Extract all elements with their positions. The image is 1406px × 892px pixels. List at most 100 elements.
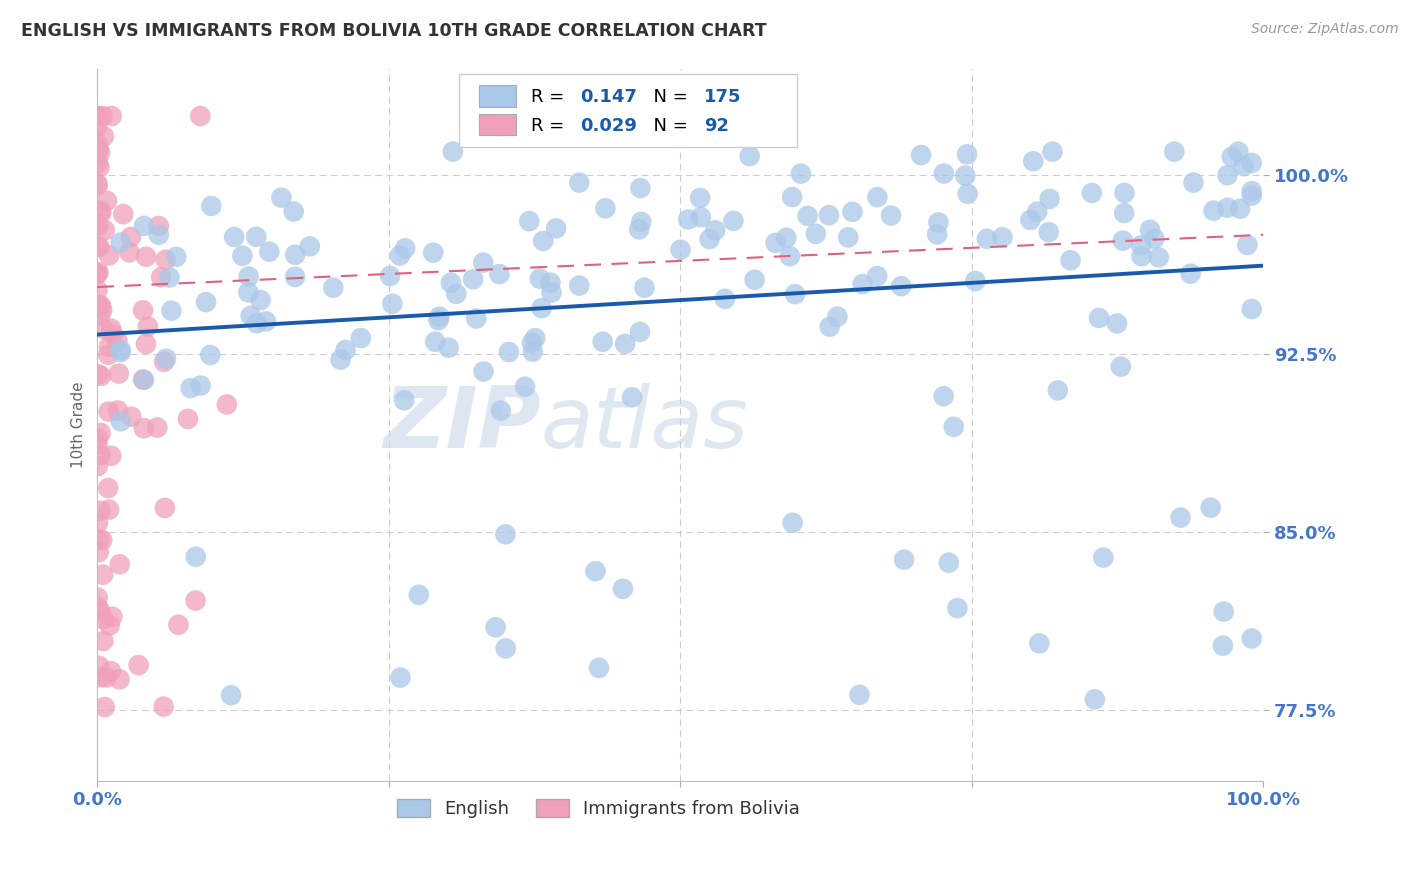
Point <box>1240 184 1263 198</box>
Point <box>91 302 114 317</box>
Point <box>112 207 135 221</box>
Point <box>87 156 110 170</box>
Point <box>389 671 412 685</box>
Point <box>93 700 115 714</box>
Point <box>956 147 979 161</box>
Point <box>105 334 128 348</box>
Point <box>132 303 155 318</box>
Point <box>249 293 271 307</box>
Point <box>775 231 797 245</box>
Point <box>1163 145 1185 159</box>
Point <box>866 190 889 204</box>
Point <box>1147 251 1170 265</box>
Point <box>1216 201 1239 215</box>
Point <box>388 248 411 262</box>
Point <box>87 432 110 446</box>
Point <box>87 298 110 312</box>
Point <box>86 178 108 193</box>
Point <box>190 378 212 392</box>
Point <box>86 109 108 123</box>
Point <box>132 219 155 233</box>
Point <box>1143 231 1166 245</box>
Point <box>723 213 745 227</box>
Point <box>1240 301 1263 316</box>
Point <box>621 390 644 404</box>
Point <box>529 271 551 285</box>
Point <box>160 303 183 318</box>
Point <box>135 250 157 264</box>
Point <box>89 448 111 462</box>
Text: Source: ZipAtlas.com: Source: ZipAtlas.com <box>1251 22 1399 37</box>
Point <box>956 186 979 201</box>
Point <box>91 109 114 123</box>
Point <box>1229 202 1251 216</box>
Point <box>90 670 112 684</box>
Point <box>946 601 969 615</box>
Point <box>1236 238 1258 252</box>
Point <box>938 556 960 570</box>
Point <box>87 265 110 279</box>
Point <box>1220 150 1243 164</box>
Point <box>148 219 170 233</box>
Point <box>246 316 269 330</box>
Point <box>86 109 108 123</box>
Point <box>120 230 142 244</box>
Point <box>96 194 118 208</box>
Point <box>1042 145 1064 159</box>
Point <box>489 403 512 417</box>
Point <box>890 279 912 293</box>
Point <box>633 280 655 294</box>
Point <box>381 297 404 311</box>
Point <box>270 191 292 205</box>
Point <box>100 664 122 678</box>
Point <box>520 335 543 350</box>
Point <box>827 310 849 324</box>
Point <box>965 274 987 288</box>
Point <box>180 381 202 395</box>
Point <box>284 269 307 284</box>
Point <box>1212 639 1234 653</box>
Point <box>744 273 766 287</box>
Point <box>1039 192 1062 206</box>
FancyBboxPatch shape <box>478 114 516 136</box>
Point <box>441 145 464 159</box>
Point <box>841 204 863 219</box>
Point <box>568 176 591 190</box>
Point <box>1059 253 1081 268</box>
Point <box>118 245 141 260</box>
Point <box>200 199 222 213</box>
Point <box>893 552 915 566</box>
Point <box>422 245 444 260</box>
Point <box>1022 154 1045 169</box>
Point <box>87 240 110 254</box>
Point <box>488 267 510 281</box>
Point <box>568 278 591 293</box>
Text: 0.029: 0.029 <box>581 117 637 136</box>
Point <box>86 438 108 452</box>
Point <box>1240 632 1263 646</box>
Point <box>1105 317 1128 331</box>
Point <box>910 148 932 162</box>
Point <box>110 414 132 428</box>
Point <box>215 397 238 411</box>
Point <box>86 591 108 605</box>
Point <box>86 267 108 281</box>
Point <box>1114 186 1136 200</box>
Point <box>110 343 132 357</box>
Point <box>97 340 120 354</box>
Point <box>1216 168 1239 182</box>
Point <box>866 268 889 283</box>
Point <box>322 281 344 295</box>
Point <box>136 319 159 334</box>
Point <box>86 217 108 231</box>
Point <box>91 634 114 648</box>
Point <box>107 367 129 381</box>
Point <box>1026 204 1049 219</box>
Point <box>1180 267 1202 281</box>
Point <box>90 298 112 312</box>
Point <box>96 670 118 684</box>
Point <box>1182 176 1205 190</box>
Point <box>1088 310 1111 325</box>
Text: R =: R = <box>531 88 569 106</box>
Point <box>530 301 553 315</box>
